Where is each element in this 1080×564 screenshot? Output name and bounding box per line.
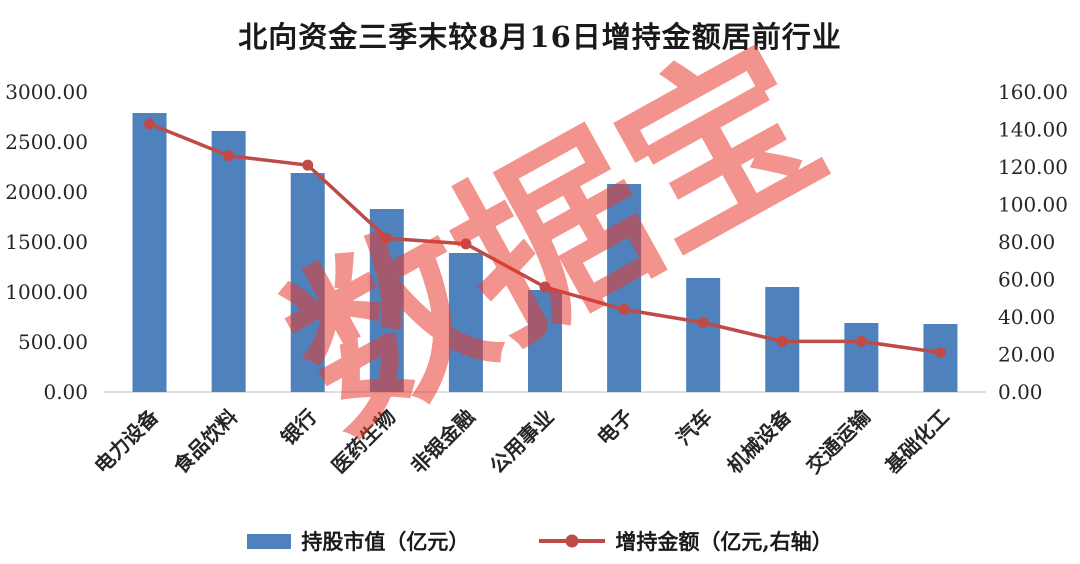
bar [607, 184, 642, 392]
left-axis-tick-label: 2500.00 [5, 130, 88, 154]
bar-series-swatch-icon [247, 533, 292, 549]
legend: 持股市值（亿元） 增持金额（亿元,右轴） [0, 526, 1080, 556]
bar [290, 173, 325, 392]
bar [132, 113, 167, 392]
x-axis-label: 公用事业 [485, 405, 559, 479]
right-axis-tick-label: 40.00 [998, 305, 1055, 329]
right-axis-tick-label: 140.00 [998, 118, 1068, 142]
line-point [934, 347, 946, 359]
left-axis-tick-label: 0.00 [43, 380, 88, 404]
right-axis-tick-label: 100.00 [998, 193, 1068, 217]
line-point [144, 118, 156, 130]
legend-item-line-series: 增持金额（亿元,右轴） [539, 526, 833, 556]
line-point [302, 159, 314, 171]
plot-area: 0.00 500.00 1000.00 1500.00 2000.00 2500.00 30… [0, 4, 1080, 528]
bar [686, 278, 721, 392]
line-marker-icon [565, 534, 579, 548]
legend-item-bar-series: 持股市值（亿元） [247, 526, 469, 556]
line-series-swatch-icon [539, 534, 606, 548]
line-point [855, 335, 867, 347]
x-axis-label: 医药生物 [327, 405, 401, 479]
x-axis-label: 银行 [276, 405, 321, 450]
bar [448, 253, 483, 392]
line-point [697, 317, 709, 329]
legend-label-bar-series: 持股市值（亿元） [301, 529, 470, 554]
line-point [539, 281, 551, 293]
line-point [776, 335, 788, 347]
line-point [618, 304, 630, 315]
bar [211, 131, 246, 392]
x-axis-label: 交通运输 [801, 404, 875, 478]
bar [844, 323, 879, 392]
line-point [223, 150, 235, 162]
legend-label-line-series: 增持金额（亿元,右轴） [615, 529, 833, 554]
line-point [460, 238, 472, 250]
chart-title: 北向资金三季末较8月16日增持金额居前行业 [238, 20, 842, 54]
left-axis-tick-label: 3000.00 [5, 80, 88, 104]
x-axis-label: 非银金融 [406, 405, 480, 479]
x-axis-label: 机械设备 [722, 404, 796, 478]
x-axis-label: 电子 [592, 405, 637, 450]
left-axis-tick-label: 500.00 [18, 330, 88, 354]
x-axis-label: 食品饮料 [169, 405, 243, 479]
combo-bar-line-chart: 0.00 500.00 1000.00 1500.00 2000.00 2500.00 30… [5, 80, 1068, 479]
right-axis-tick-label: 0.00 [998, 380, 1043, 404]
x-axis-label: 电力设备 [90, 404, 164, 478]
bar [528, 290, 562, 392]
right-axis-tick-label: 120.00 [998, 155, 1068, 179]
right-axis-tick-label: 80.00 [998, 230, 1055, 254]
left-axis-tick-label: 1500.00 [5, 230, 88, 254]
right-axis-tick-label: 20.00 [998, 343, 1055, 367]
x-axis-label: 基础化工 [880, 405, 954, 479]
left-axis-tick-label: 2000.00 [5, 180, 88, 204]
right-axis-tick-label: 160.00 [998, 80, 1068, 104]
x-axis-label: 汽车 [671, 405, 716, 450]
left-axis-tick-label: 1000.00 [5, 280, 88, 304]
line-point [381, 232, 393, 244]
right-axis-tick-label: 60.00 [998, 268, 1055, 292]
